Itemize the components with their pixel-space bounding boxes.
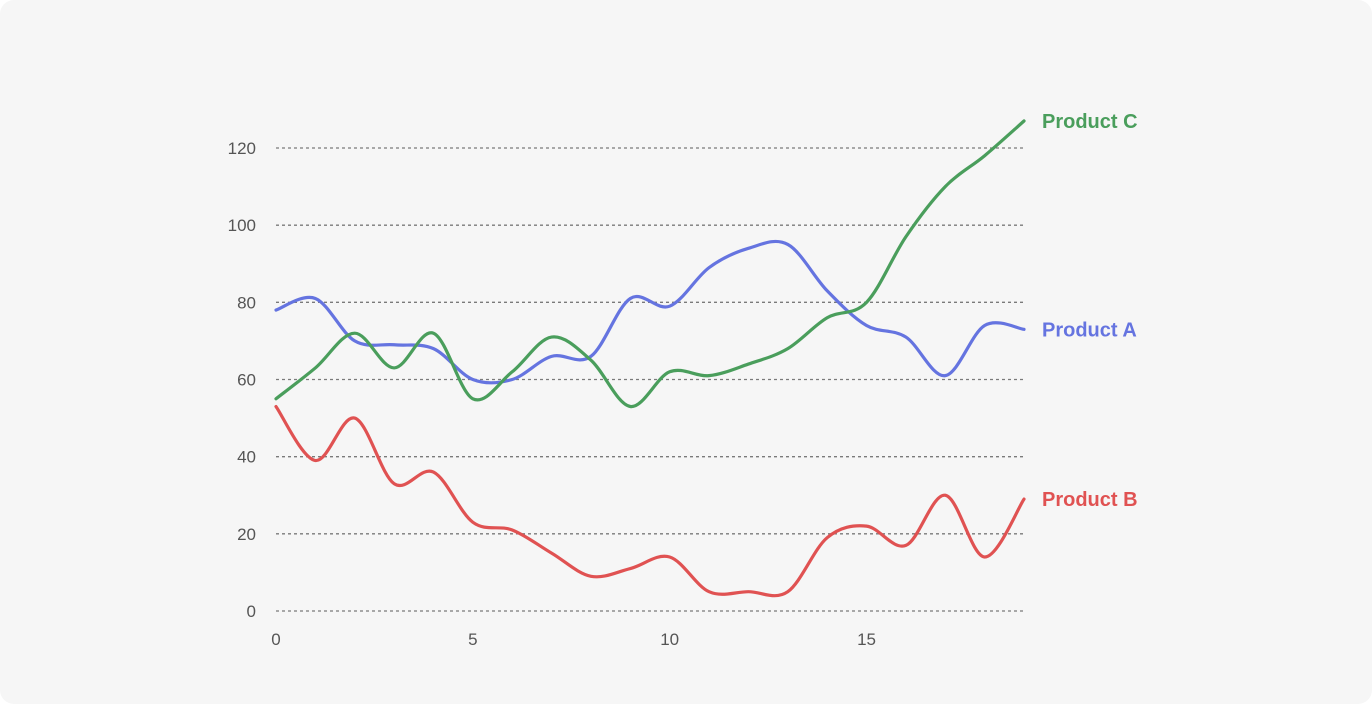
series-line-product-b bbox=[274, 404, 1026, 598]
x-tick-label-15: 15 bbox=[857, 630, 876, 649]
x-tick-label-10: 10 bbox=[660, 630, 679, 649]
y-tick-label-60: 60 bbox=[237, 371, 256, 390]
x-tick-label-0: 0 bbox=[271, 630, 280, 649]
x-axis-ticks: 0 5 10 15 bbox=[271, 630, 876, 649]
y-tick-label-100: 100 bbox=[228, 216, 256, 235]
series-line-product-a bbox=[274, 239, 1026, 385]
series-label-product-a: Product A bbox=[1042, 319, 1137, 341]
y-tick-label-80: 80 bbox=[237, 293, 256, 312]
x-tick-label-5: 5 bbox=[468, 630, 477, 649]
series-line-product-c bbox=[274, 119, 1026, 409]
y-tick-label-20: 20 bbox=[237, 525, 256, 544]
y-axis-ticks: 0 20 40 60 80 100 120 bbox=[228, 139, 256, 621]
series-label-product-c: Product C bbox=[1042, 111, 1138, 133]
y-tick-label-120: 120 bbox=[228, 139, 256, 158]
series-labels: Product A Product B Product C bbox=[1042, 111, 1138, 511]
y-tick-label-0: 0 bbox=[247, 602, 256, 621]
series-label-product-b: Product B bbox=[1042, 489, 1138, 511]
series-lines bbox=[274, 119, 1026, 598]
y-tick-label-40: 40 bbox=[237, 448, 256, 467]
